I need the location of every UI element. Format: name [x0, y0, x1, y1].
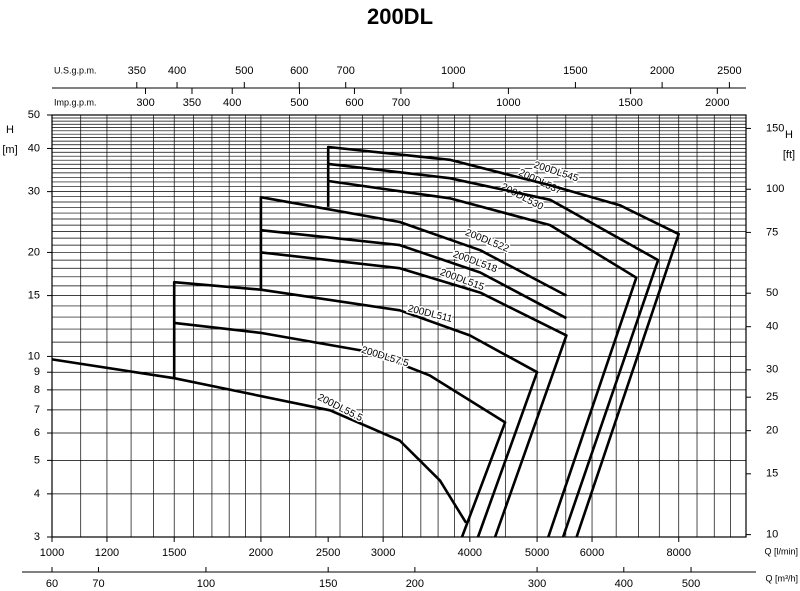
secondary-tick-label: 300 — [528, 578, 546, 590]
x-tick-label: 6000 — [580, 547, 604, 559]
secondary-tick-label: 200 — [406, 578, 424, 590]
secondary-tick-label: 1000 — [441, 65, 465, 77]
y2-tick-label: 30 — [766, 364, 778, 376]
pump-curve — [260, 228, 568, 320]
y2-tick-label: 50 — [766, 287, 778, 299]
y-tick-label: 40 — [28, 142, 40, 154]
y-tick-label: 20 — [28, 246, 40, 258]
pump-curve — [174, 321, 507, 538]
x-tick-label: 1500 — [162, 547, 186, 559]
y2-tick-label: 20 — [766, 425, 778, 437]
secondary-axis-label: Q [m³/h] — [765, 573, 798, 583]
secondary-tick-label: 500 — [235, 65, 253, 77]
secondary-tick-label: 500 — [290, 97, 308, 109]
secondary-tick-label: 400 — [223, 97, 241, 109]
y-tick-label: 30 — [28, 186, 40, 198]
x-tick-label: 8000 — [667, 547, 691, 559]
y-tick-label: 15 — [28, 289, 40, 301]
secondary-tick-label: 70 — [92, 578, 104, 590]
secondary-tick-label: 700 — [392, 97, 410, 109]
secondary-axis-label: U.S.g.p.m. — [54, 65, 97, 75]
secondary-tick-label: 100 — [197, 578, 215, 590]
y-tick-label: 5 — [34, 454, 40, 466]
pump-curve — [326, 145, 680, 538]
chart-title: 200DL — [367, 4, 433, 29]
y-axis-unit: [m] — [2, 144, 17, 156]
y2-axis-label: H — [785, 129, 793, 141]
pump-curve — [260, 251, 568, 538]
y2-tick-label: 40 — [766, 321, 778, 333]
pump-curve — [328, 179, 638, 538]
secondary-tick-label: 60 — [46, 578, 58, 590]
secondary-tick-label: 1000 — [496, 97, 520, 109]
secondary-axis-label: Imp.g.p.m. — [54, 97, 97, 107]
secondary-tick-label: 500 — [682, 578, 700, 590]
secondary-tick-label: 2000 — [705, 97, 729, 109]
x-tick-label: 1000 — [40, 547, 64, 559]
y-tick-label: 7 — [34, 404, 40, 416]
secondary-tick-label: 600 — [290, 65, 308, 77]
y2-tick-label: 150 — [766, 122, 784, 134]
x-tick-label: 2500 — [316, 547, 340, 559]
y-tick-label: 50 — [28, 109, 40, 121]
secondary-tick-label: 700 — [337, 65, 355, 77]
x-tick-label: 3000 — [371, 547, 395, 559]
y-tick-label: 10 — [28, 350, 40, 362]
x-tick-label: 4000 — [458, 547, 482, 559]
y2-tick-label: 25 — [766, 391, 778, 403]
y2-axis-unit: [ft] — [783, 149, 795, 161]
y-tick-label: 3 — [34, 531, 40, 543]
secondary-tick-label: 400 — [168, 65, 186, 77]
y2-tick-label: 15 — [766, 468, 778, 480]
x-tick-label: 5000 — [525, 547, 549, 559]
y2-tick-label: 100 — [766, 183, 784, 195]
pump-curve — [328, 162, 660, 538]
secondary-tick-label: 350 — [128, 65, 146, 77]
plot-frame — [51, 114, 747, 538]
secondary-tick-label: 2500 — [717, 65, 741, 77]
y-tick-label: 6 — [34, 427, 40, 439]
secondary-tick-label: 350 — [183, 97, 201, 109]
secondary-tick-label: 600 — [345, 97, 363, 109]
y-tick-label: 8 — [34, 384, 40, 396]
y-axis-label: H — [6, 124, 14, 136]
secondary-tick-label: 150 — [319, 578, 337, 590]
x-axis-label: Q [l/min] — [764, 546, 798, 556]
y2-tick-label: 75 — [766, 226, 778, 238]
pump-curve — [172, 280, 539, 538]
y2-tick-label: 10 — [766, 529, 778, 541]
secondary-tick-label: 300 — [136, 97, 154, 109]
x-tick-label: 2000 — [249, 547, 273, 559]
secondary-tick-label: 2000 — [650, 65, 674, 77]
secondary-tick-label: 1500 — [618, 97, 642, 109]
y-tick-label: 9 — [34, 366, 40, 378]
x-tick-label: 1200 — [95, 547, 119, 559]
pump-curve — [51, 358, 468, 524]
pump-curve — [259, 195, 568, 297]
y-tick-label: 4 — [34, 488, 40, 500]
secondary-tick-label: 400 — [615, 578, 633, 590]
secondary-tick-label: 1500 — [563, 65, 587, 77]
